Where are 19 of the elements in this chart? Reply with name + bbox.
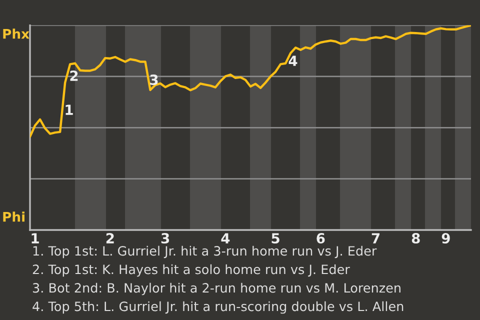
x-tick-label: 4 bbox=[221, 233, 230, 244]
x-tick-label: 2 bbox=[106, 233, 114, 244]
annotation: 4 bbox=[288, 56, 298, 66]
x-tick-label: 7 bbox=[372, 233, 380, 244]
x-tick-label: 8 bbox=[412, 233, 420, 244]
text: 1. Top 1st: L. Gurriel Jr. hit a 3-run home run vs J. Eder bbox=[33, 246, 377, 258]
text: 3. Bot 2nd: B. Naylor hit a 2-run home run vs M. Lorenzen bbox=[32, 282, 400, 296]
annotation: 1 bbox=[66, 104, 73, 115]
x-tick-label: 5 bbox=[272, 233, 280, 244]
text: 4. Top 5th: L. Gurriel Jr. hit a run-scoring double vs L. Allen bbox=[32, 301, 404, 314]
text: 2. Top 1st: K. Hayes hit a solo home run vs J. Eder bbox=[32, 264, 350, 277]
x-tick-label: 3 bbox=[161, 233, 170, 244]
x-tick-label: 6 bbox=[316, 233, 325, 244]
text: Phx bbox=[3, 28, 30, 39]
annotation: 2 bbox=[70, 70, 78, 81]
text: Phi bbox=[3, 212, 24, 222]
x-tick-label: 9 bbox=[442, 233, 450, 244]
annotation: 3 bbox=[150, 74, 158, 86]
x-tick-label: 1 bbox=[32, 233, 39, 244]
